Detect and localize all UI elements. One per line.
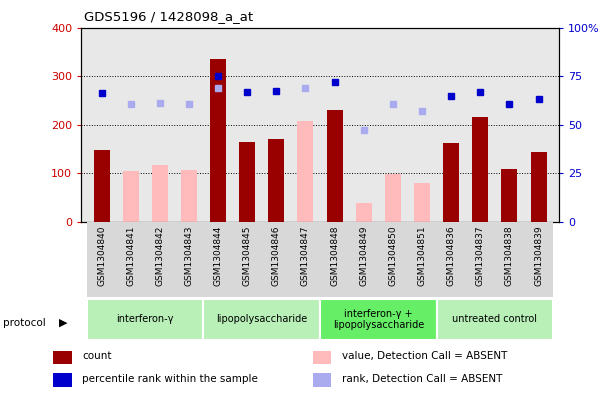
Bar bbox=[495, 222, 524, 297]
Text: GDS5196 / 1428098_a_at: GDS5196 / 1428098_a_at bbox=[84, 10, 253, 23]
Text: untreated control: untreated control bbox=[453, 314, 537, 324]
Bar bbox=[313, 373, 331, 387]
Text: GSM1304839: GSM1304839 bbox=[534, 226, 543, 286]
Bar bbox=[174, 222, 204, 297]
Text: GSM1304842: GSM1304842 bbox=[155, 226, 164, 286]
Text: GSM1304845: GSM1304845 bbox=[243, 226, 252, 286]
Bar bbox=[204, 222, 233, 297]
Text: GSM1304846: GSM1304846 bbox=[272, 226, 281, 286]
Bar bbox=[204, 299, 320, 340]
Bar bbox=[152, 165, 168, 222]
Text: rank, Detection Call = ABSENT: rank, Detection Call = ABSENT bbox=[341, 374, 502, 384]
Text: interferon-γ: interferon-γ bbox=[117, 314, 174, 324]
Text: GSM1304840: GSM1304840 bbox=[97, 226, 106, 286]
Text: GSM1304847: GSM1304847 bbox=[301, 226, 310, 286]
Bar bbox=[472, 118, 488, 222]
Bar bbox=[94, 150, 109, 222]
Bar bbox=[145, 222, 174, 297]
Text: GSM1304849: GSM1304849 bbox=[359, 226, 368, 286]
Bar bbox=[116, 222, 145, 297]
Bar bbox=[443, 143, 459, 222]
Bar bbox=[524, 222, 553, 297]
Bar bbox=[356, 203, 372, 222]
Text: GSM1304838: GSM1304838 bbox=[505, 226, 514, 286]
Bar bbox=[531, 152, 546, 222]
Bar bbox=[53, 351, 72, 364]
Bar bbox=[436, 222, 466, 297]
Text: interferon-γ +
lipopolysaccharide: interferon-γ + lipopolysaccharide bbox=[333, 309, 424, 330]
Text: count: count bbox=[82, 351, 112, 361]
Bar bbox=[436, 299, 553, 340]
Text: GSM1304837: GSM1304837 bbox=[476, 226, 485, 286]
Text: lipopolysaccharide: lipopolysaccharide bbox=[216, 314, 307, 324]
Text: percentile rank within the sample: percentile rank within the sample bbox=[82, 374, 258, 384]
Bar bbox=[87, 222, 116, 297]
Bar bbox=[297, 121, 314, 222]
Bar bbox=[414, 183, 430, 222]
Bar bbox=[181, 169, 197, 222]
Bar bbox=[378, 222, 407, 297]
Text: protocol: protocol bbox=[3, 318, 46, 328]
Bar bbox=[291, 222, 320, 297]
Text: value, Detection Call = ABSENT: value, Detection Call = ABSENT bbox=[341, 351, 507, 361]
Bar bbox=[320, 299, 436, 340]
Text: GSM1304851: GSM1304851 bbox=[418, 226, 427, 286]
Bar bbox=[385, 174, 401, 222]
Text: GSM1304843: GSM1304843 bbox=[185, 226, 194, 286]
Bar bbox=[53, 373, 72, 387]
Text: ▶: ▶ bbox=[59, 318, 67, 328]
Bar bbox=[320, 222, 349, 297]
Bar bbox=[313, 351, 331, 364]
Bar bbox=[501, 169, 517, 222]
Bar bbox=[262, 222, 291, 297]
Bar bbox=[233, 222, 262, 297]
Bar bbox=[210, 59, 226, 222]
Bar bbox=[326, 110, 343, 222]
Bar bbox=[87, 299, 204, 340]
Text: GSM1304836: GSM1304836 bbox=[447, 226, 456, 286]
Bar bbox=[239, 142, 255, 222]
Bar bbox=[466, 222, 495, 297]
Text: GSM1304844: GSM1304844 bbox=[213, 226, 222, 286]
Bar bbox=[268, 140, 284, 222]
Bar bbox=[407, 222, 436, 297]
Text: GSM1304850: GSM1304850 bbox=[388, 226, 397, 286]
Bar bbox=[123, 171, 139, 222]
Text: GSM1304841: GSM1304841 bbox=[126, 226, 135, 286]
Bar bbox=[349, 222, 378, 297]
Text: GSM1304848: GSM1304848 bbox=[330, 226, 339, 286]
